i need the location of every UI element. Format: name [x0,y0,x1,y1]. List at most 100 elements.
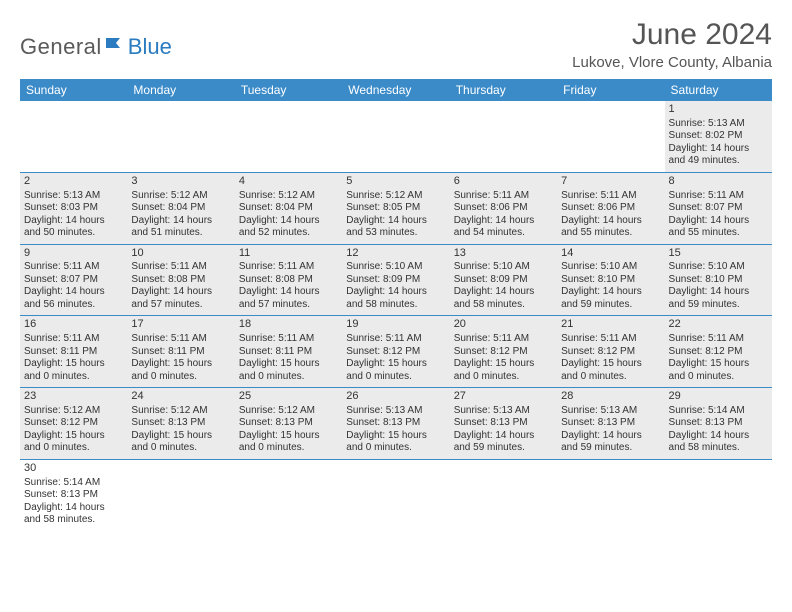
calendar-body: 1Sunrise: 5:13 AMSunset: 8:02 PMDaylight… [20,101,772,531]
flag-icon [106,38,126,59]
calendar-cell [127,101,234,172]
calendar-cell [127,459,234,530]
title-block: June 2024 Lukove, Vlore County, Albania [572,18,772,71]
day-number: 1 [669,103,768,117]
calendar-cell: 24Sunrise: 5:12 AMSunset: 8:13 PMDayligh… [127,388,234,460]
day-info: Sunrise: 5:12 AMSunset: 8:04 PMDaylight:… [239,190,338,240]
day-number: 26 [346,390,445,404]
calendar-cell: 15Sunrise: 5:10 AMSunset: 8:10 PMDayligh… [665,244,772,316]
day-info: Sunrise: 5:14 AMSunset: 8:13 PMDaylight:… [669,405,768,455]
day-number: 24 [131,390,230,404]
calendar-cell [450,459,557,530]
page-title: June 2024 [572,18,772,52]
day-number: 13 [454,247,553,261]
logo-text-general: General [20,34,102,60]
day-info: Sunrise: 5:10 AMSunset: 8:09 PMDaylight:… [346,261,445,311]
calendar-cell: 5Sunrise: 5:12 AMSunset: 8:05 PMDaylight… [342,172,449,244]
day-number: 9 [24,247,123,261]
day-info: Sunrise: 5:11 AMSunset: 8:11 PMDaylight:… [24,333,123,383]
day-number: 25 [239,390,338,404]
location-text: Lukove, Vlore County, Albania [572,54,772,71]
calendar-cell [665,459,772,530]
calendar-row: 2Sunrise: 5:13 AMSunset: 8:03 PMDaylight… [20,172,772,244]
calendar-cell: 21Sunrise: 5:11 AMSunset: 8:12 PMDayligh… [557,316,664,388]
day-info: Sunrise: 5:13 AMSunset: 8:13 PMDaylight:… [346,405,445,455]
calendar-cell [557,101,664,172]
weekday-header: Tuesday [235,79,342,101]
calendar-cell: 19Sunrise: 5:11 AMSunset: 8:12 PMDayligh… [342,316,449,388]
weekday-header: Friday [557,79,664,101]
day-info: Sunrise: 5:12 AMSunset: 8:13 PMDaylight:… [131,405,230,455]
calendar-cell [557,459,664,530]
calendar-cell [450,101,557,172]
calendar-cell: 3Sunrise: 5:12 AMSunset: 8:04 PMDaylight… [127,172,234,244]
day-number: 7 [561,175,660,189]
day-number: 16 [24,318,123,332]
day-number: 18 [239,318,338,332]
day-number: 6 [454,175,553,189]
day-number: 27 [454,390,553,404]
day-number: 8 [669,175,768,189]
day-number: 20 [454,318,553,332]
day-info: Sunrise: 5:11 AMSunset: 8:12 PMDaylight:… [454,333,553,383]
day-number: 22 [669,318,768,332]
day-number: 15 [669,247,768,261]
day-info: Sunrise: 5:11 AMSunset: 8:06 PMDaylight:… [454,190,553,240]
day-info: Sunrise: 5:12 AMSunset: 8:04 PMDaylight:… [131,190,230,240]
day-info: Sunrise: 5:11 AMSunset: 8:12 PMDaylight:… [561,333,660,383]
day-number: 23 [24,390,123,404]
calendar-cell [342,459,449,530]
calendar-row: 1Sunrise: 5:13 AMSunset: 8:02 PMDaylight… [20,101,772,172]
calendar-cell: 6Sunrise: 5:11 AMSunset: 8:06 PMDaylight… [450,172,557,244]
calendar-cell [20,101,127,172]
calendar-cell: 28Sunrise: 5:13 AMSunset: 8:13 PMDayligh… [557,388,664,460]
weekday-header: Sunday [20,79,127,101]
day-info: Sunrise: 5:10 AMSunset: 8:09 PMDaylight:… [454,261,553,311]
day-info: Sunrise: 5:10 AMSunset: 8:10 PMDaylight:… [669,261,768,311]
weekday-header: Thursday [450,79,557,101]
calendar-cell: 22Sunrise: 5:11 AMSunset: 8:12 PMDayligh… [665,316,772,388]
day-number: 29 [669,390,768,404]
calendar-cell: 16Sunrise: 5:11 AMSunset: 8:11 PMDayligh… [20,316,127,388]
day-info: Sunrise: 5:12 AMSunset: 8:05 PMDaylight:… [346,190,445,240]
calendar-cell: 17Sunrise: 5:11 AMSunset: 8:11 PMDayligh… [127,316,234,388]
day-info: Sunrise: 5:11 AMSunset: 8:12 PMDaylight:… [669,333,768,383]
day-info: Sunrise: 5:10 AMSunset: 8:10 PMDaylight:… [561,261,660,311]
calendar-cell [342,101,449,172]
day-number: 12 [346,247,445,261]
day-number: 28 [561,390,660,404]
day-info: Sunrise: 5:11 AMSunset: 8:11 PMDaylight:… [239,333,338,383]
day-info: Sunrise: 5:12 AMSunset: 8:13 PMDaylight:… [239,405,338,455]
day-info: Sunrise: 5:12 AMSunset: 8:12 PMDaylight:… [24,405,123,455]
day-info: Sunrise: 5:11 AMSunset: 8:06 PMDaylight:… [561,190,660,240]
calendar-cell: 18Sunrise: 5:11 AMSunset: 8:11 PMDayligh… [235,316,342,388]
day-number: 3 [131,175,230,189]
day-number: 5 [346,175,445,189]
calendar-cell: 2Sunrise: 5:13 AMSunset: 8:03 PMDaylight… [20,172,127,244]
day-info: Sunrise: 5:11 AMSunset: 8:07 PMDaylight:… [669,190,768,240]
day-info: Sunrise: 5:13 AMSunset: 8:02 PMDaylight:… [669,118,768,168]
calendar-cell: 25Sunrise: 5:12 AMSunset: 8:13 PMDayligh… [235,388,342,460]
calendar-cell [235,101,342,172]
calendar-cell: 8Sunrise: 5:11 AMSunset: 8:07 PMDaylight… [665,172,772,244]
day-info: Sunrise: 5:13 AMSunset: 8:13 PMDaylight:… [561,405,660,455]
weekday-header: Wednesday [342,79,449,101]
day-number: 17 [131,318,230,332]
day-number: 14 [561,247,660,261]
day-info: Sunrise: 5:11 AMSunset: 8:07 PMDaylight:… [24,261,123,311]
day-info: Sunrise: 5:11 AMSunset: 8:12 PMDaylight:… [346,333,445,383]
weekday-header: Saturday [665,79,772,101]
day-info: Sunrise: 5:11 AMSunset: 8:08 PMDaylight:… [239,261,338,311]
calendar-cell: 10Sunrise: 5:11 AMSunset: 8:08 PMDayligh… [127,244,234,316]
weekday-header-row: Sunday Monday Tuesday Wednesday Thursday… [20,79,772,101]
calendar-cell: 27Sunrise: 5:13 AMSunset: 8:13 PMDayligh… [450,388,557,460]
day-info: Sunrise: 5:13 AMSunset: 8:13 PMDaylight:… [454,405,553,455]
calendar-cell: 13Sunrise: 5:10 AMSunset: 8:09 PMDayligh… [450,244,557,316]
calendar-row: 9Sunrise: 5:11 AMSunset: 8:07 PMDaylight… [20,244,772,316]
calendar-cell: 14Sunrise: 5:10 AMSunset: 8:10 PMDayligh… [557,244,664,316]
calendar-cell: 11Sunrise: 5:11 AMSunset: 8:08 PMDayligh… [235,244,342,316]
day-info: Sunrise: 5:11 AMSunset: 8:11 PMDaylight:… [131,333,230,383]
day-number: 19 [346,318,445,332]
day-info: Sunrise: 5:11 AMSunset: 8:08 PMDaylight:… [131,261,230,311]
calendar-cell: 23Sunrise: 5:12 AMSunset: 8:12 PMDayligh… [20,388,127,460]
